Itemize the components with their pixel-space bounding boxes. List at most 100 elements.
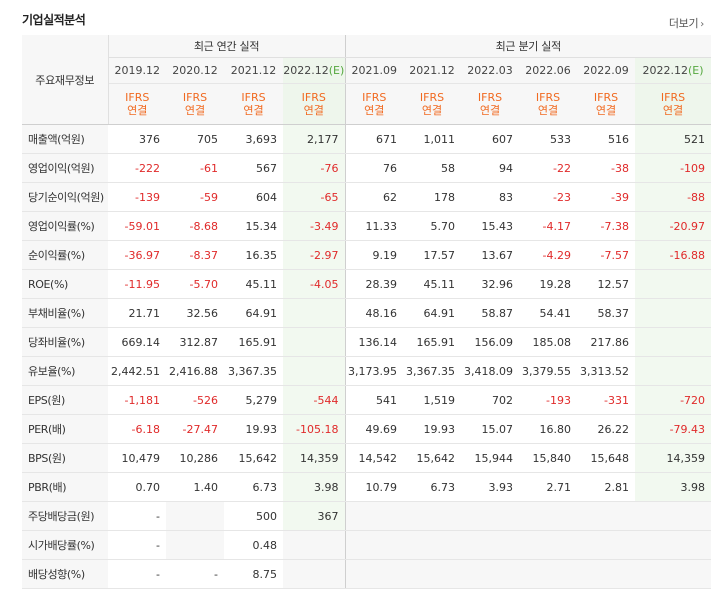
table-cell: 702 <box>461 385 520 415</box>
table-cell: 3.98 <box>635 472 712 502</box>
consolidated-text: 연결 <box>662 104 684 117</box>
table-row: 시가배당률(%) - 0.48 <box>22 530 712 560</box>
table-cell: -36.97 <box>108 240 166 270</box>
table-row: 부채비율(%) 21.71 32.56 64.91 48.16 64.91 58.87 54.… <box>22 298 712 328</box>
consolidated-text: 연결 <box>303 104 324 117</box>
table-row: BPS(원) 10,479 10,286 15,642 14,359 14,542 15,6… <box>22 443 712 473</box>
period-label: 2021.12 <box>230 64 277 77</box>
table-cell: 12.57 <box>577 269 636 299</box>
table-cell: -222 <box>108 153 166 183</box>
table-cell: 6.73 <box>403 472 462 502</box>
period-header: 2022.03 <box>461 57 520 84</box>
table-cell <box>283 327 346 357</box>
table-cell <box>635 530 712 560</box>
ifrs-label: IFRS 연결 <box>635 83 712 125</box>
table-cell: 15,642 <box>224 443 283 473</box>
table-cell: 567 <box>224 153 283 183</box>
table-cell: 516 <box>577 124 636 154</box>
row-label: 매출액(억원) <box>22 124 108 154</box>
table-cell: -8.68 <box>166 211 224 241</box>
table-cell <box>166 530 224 560</box>
consolidated-text: 연결 <box>364 104 385 117</box>
table-cell <box>283 356 346 386</box>
table-cell <box>403 559 462 589</box>
table-cell: -109 <box>635 153 712 183</box>
table-cell: 217.86 <box>577 327 636 357</box>
more-link[interactable]: 더보기 › <box>669 15 704 31</box>
annual-group-header: 최근 연간 실적 <box>108 35 346 58</box>
table-cell <box>461 559 520 589</box>
table-cell: 136.14 <box>344 327 404 357</box>
ifrs-text: IFRS <box>125 91 150 104</box>
consolidated-text: 연결 <box>184 104 206 117</box>
table-cell: - <box>166 559 224 589</box>
table-cell: 26.22 <box>577 414 636 444</box>
table-row: ROE(%) -11.95 -5.70 45.11 -4.05 28.39 45.11 32.… <box>22 269 712 299</box>
table-cell: 2,416.88 <box>166 356 224 386</box>
table-cell: 13.67 <box>461 240 520 270</box>
table-cell: 19.93 <box>403 414 462 444</box>
estimate-mark: (E) <box>328 64 345 77</box>
quarter-group-header: 최근 분기 실적 <box>344 35 712 58</box>
table-cell: 5.70 <box>403 211 462 241</box>
row-label: 당기순이익(억원) <box>22 182 108 212</box>
consolidated-text: 연결 <box>421 104 443 117</box>
table-row: PBR(배) 0.70 1.40 6.73 3.98 10.79 6.73 3.93 2.71 2… <box>22 472 712 502</box>
ifrs-text: IFRS <box>660 91 686 104</box>
table-cell: 3,313.52 <box>577 356 636 386</box>
table-cell: 8.75 <box>224 559 283 589</box>
table-cell: 32.96 <box>461 269 520 299</box>
table-cell <box>344 559 404 589</box>
table-cell <box>344 530 404 560</box>
table-cell: 6.73 <box>224 472 283 502</box>
period-label: 2022.03 <box>467 64 513 77</box>
row-label: 주당배당금(원) <box>22 501 108 531</box>
ifrs-text: IFRS <box>419 91 445 104</box>
table-cell: 32.56 <box>166 298 224 328</box>
table-cell: -7.57 <box>577 240 636 270</box>
table-cell <box>635 327 712 357</box>
table-cell: 15,642 <box>403 443 462 473</box>
ifrs-label: IFRS 연결 <box>166 83 224 125</box>
table-cell <box>519 559 578 589</box>
ifrs-label: IFRS 연결 <box>403 83 462 125</box>
table-cell: 2,177 <box>283 124 346 154</box>
consolidated-text: 연결 <box>479 104 501 117</box>
row-label: 시가배당률(%) <box>22 530 108 560</box>
table-cell: -331 <box>577 385 636 415</box>
table-cell: 1,011 <box>403 124 462 154</box>
period-header: 2022.06 <box>519 57 578 84</box>
table-cell: -20.97 <box>635 211 712 241</box>
period-label: 2022.12 <box>283 64 329 77</box>
table-cell: 376 <box>108 124 166 154</box>
table-cell: 165.91 <box>224 327 283 357</box>
row-label: 배당성향(%) <box>22 559 108 589</box>
period-header: 2021.12 <box>403 57 462 84</box>
table-row: 배당성향(%) - -8.75 <box>22 559 712 589</box>
table-cell: 607 <box>461 124 520 154</box>
table-cell <box>635 298 712 328</box>
table-cell <box>635 559 712 589</box>
ifrs-label: IFRS 연결 <box>344 83 404 125</box>
table-row: 유보율(%) 2,442.51 2,416.88 3,367.35 3,173.95 3,… <box>22 356 712 386</box>
table-cell <box>166 501 224 531</box>
ifrs-label: IFRS 연결 <box>224 83 283 125</box>
table-cell: 28.39 <box>344 269 404 299</box>
chevron-right-icon: › <box>700 19 704 30</box>
row-label: EPS(원) <box>22 385 108 415</box>
table-cell: 3.98 <box>283 472 346 502</box>
table-cell: 0.48 <box>224 530 283 560</box>
table-cell: -4.05 <box>283 269 346 299</box>
table-cell: 49.69 <box>344 414 404 444</box>
table-row: EPS(원) -1,181 -526 5,279 -544 541 1,519 702 -193… <box>22 385 712 415</box>
ifrs-text: IFRS <box>477 91 503 104</box>
table-cell <box>635 269 712 299</box>
table-cell <box>635 356 712 386</box>
table-cell: 48.16 <box>344 298 404 328</box>
table-cell: -193 <box>519 385 578 415</box>
table-cell: 94 <box>461 153 520 183</box>
ifrs-text: IFRS <box>593 91 619 104</box>
ifrs-text: IFRS <box>241 91 266 104</box>
table-cell: -16.88 <box>635 240 712 270</box>
